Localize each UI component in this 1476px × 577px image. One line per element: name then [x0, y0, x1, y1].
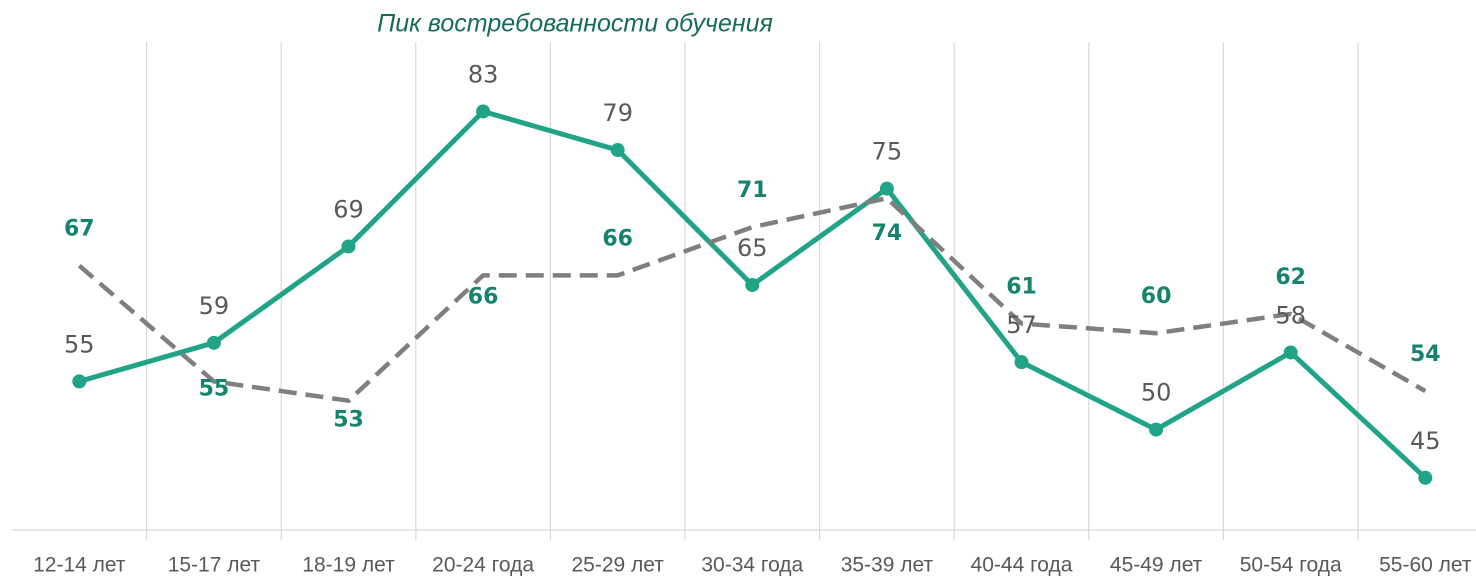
- data-label: 71: [737, 178, 768, 203]
- data-label: 74: [872, 221, 903, 246]
- marker: [879, 181, 894, 196]
- marker: [610, 143, 625, 158]
- data-label: 65: [737, 234, 768, 262]
- marker: [1149, 422, 1164, 437]
- data-label: 69: [333, 195, 364, 223]
- data-label: 58: [1275, 301, 1306, 329]
- data-label: 75: [872, 138, 903, 166]
- data-label: 55: [64, 330, 95, 358]
- data-label: 61: [1006, 275, 1037, 300]
- marker: [476, 104, 491, 119]
- marker: [1014, 355, 1029, 370]
- x-tick-label: 55-60 лет: [1379, 554, 1472, 577]
- data-label: 59: [199, 292, 230, 320]
- data-label: 62: [1275, 265, 1306, 290]
- marker: [745, 278, 760, 292]
- data-label: 50: [1141, 379, 1172, 407]
- data-label: 79: [602, 99, 633, 127]
- marker: [1418, 470, 1433, 485]
- x-tick-label: 50-54 года: [1240, 554, 1342, 577]
- marker: [1283, 345, 1298, 360]
- data-label: 53: [333, 408, 364, 433]
- x-tick-label: 45-49 лет: [1110, 554, 1203, 577]
- x-tick-label: 15-17 лет: [168, 554, 261, 577]
- marker: [206, 335, 221, 350]
- data-label: 60: [1141, 284, 1172, 309]
- data-label: 54: [1410, 342, 1441, 367]
- x-tick-label: 35-39 лет: [841, 554, 934, 577]
- data-label: 66: [468, 284, 499, 309]
- x-tick-label: 25-29 лет: [571, 554, 664, 577]
- line: [77, 195, 1427, 403]
- x-tick-label: 12-14 лет: [33, 554, 126, 577]
- data-label: 83: [468, 60, 499, 88]
- data-label: 66: [602, 226, 633, 251]
- data-label: 55: [199, 376, 230, 401]
- marker: [72, 374, 87, 389]
- x-tick-label: 30-34 года: [701, 554, 803, 577]
- x-tick-label: 20-24 года: [432, 554, 534, 577]
- data-label: 67: [64, 217, 95, 242]
- x-tick-label: 40-44 года: [971, 554, 1073, 577]
- marker: [341, 239, 356, 254]
- data-label: 45: [1410, 427, 1441, 455]
- data-label: 57: [1006, 311, 1037, 339]
- chart-title: Пик востребованности обучения: [377, 10, 773, 38]
- x-tick-label: 18-19 лет: [302, 554, 395, 577]
